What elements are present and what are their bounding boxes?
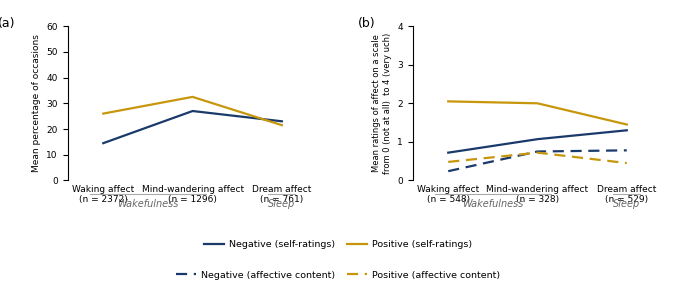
Text: Wakefulness: Wakefulness bbox=[117, 199, 178, 209]
Text: Sleep: Sleep bbox=[268, 199, 295, 209]
Text: (a): (a) bbox=[0, 17, 15, 30]
Legend: Negative (self-ratings), Positive (self-ratings): Negative (self-ratings), Positive (self-… bbox=[200, 236, 476, 253]
Text: Wakefulness: Wakefulness bbox=[462, 199, 523, 209]
Y-axis label: Mean ratings of affect on a scale
from 0 (not at all)  to 4 (very uch): Mean ratings of affect on a scale from 0… bbox=[372, 33, 391, 174]
Legend: Negative (affective content), Positive (affective content): Negative (affective content), Positive (… bbox=[172, 267, 504, 283]
Text: (b): (b) bbox=[358, 17, 375, 30]
Text: Sleep: Sleep bbox=[613, 199, 640, 209]
Y-axis label: Mean percentage of occasions: Mean percentage of occasions bbox=[32, 34, 41, 172]
